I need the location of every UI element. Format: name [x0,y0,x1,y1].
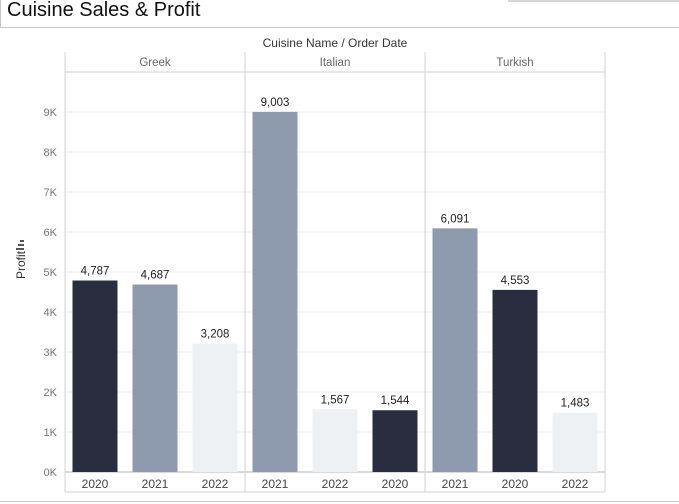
x-tick-label: 2020 [82,477,109,491]
y-tick-label: 9K [44,107,58,119]
x-tick-label: 2021 [262,477,289,491]
x-tick-label: 2022 [562,477,589,491]
x-tick-label: 2021 [142,477,169,491]
bottom-divider [0,501,679,502]
x-tick-label: 2020 [502,477,529,491]
y-tick-label: 6K [44,227,58,239]
y-tick-label: 3K [44,347,58,359]
y-tick-label: 0K [44,467,58,479]
x-tick-label: 2020 [382,477,409,491]
y-tick-label: 7K [44,187,58,199]
panel-header-greek: Greek [139,57,171,69]
column-header-title: Cuisine Name / Order Date [262,36,408,50]
data-label: 3,208 [201,329,230,341]
panel-header-italian: Italian [320,57,351,69]
y-tick-label: 4K [44,307,58,319]
chart-title: Cuisine Sales & Profit [7,0,201,21]
x-tick-label: 2022 [322,477,349,491]
bar [312,409,358,472]
bar [132,284,178,472]
x-tick-label: 2021 [442,477,469,491]
bar [492,289,538,472]
data-label: 4,787 [81,266,110,278]
bar [552,412,598,472]
bar [72,280,118,472]
title-bar: Cuisine Sales & Profit [0,0,679,28]
bar [252,111,298,472]
y-tick-label: 1K [44,427,58,439]
data-label: 9,003 [261,97,290,109]
top-divider [508,0,679,2]
y-tick-label: 8K [44,147,58,159]
y-tick-label: 5K [44,267,58,279]
data-label: 4,687 [141,270,170,282]
y-tick-label: 2K [44,387,58,399]
bar [372,410,418,472]
x-tick-label: 2022 [202,477,229,491]
data-label: 6,091 [441,213,470,225]
sort-icon[interactable] [14,239,26,251]
panel-header-turkish: Turkish [496,57,533,69]
bar [192,343,238,472]
bar [432,228,478,472]
data-label: 1,544 [381,395,410,407]
data-label: 1,483 [561,398,590,410]
data-label: 4,553 [501,275,530,287]
data-label: 1,567 [321,394,350,406]
